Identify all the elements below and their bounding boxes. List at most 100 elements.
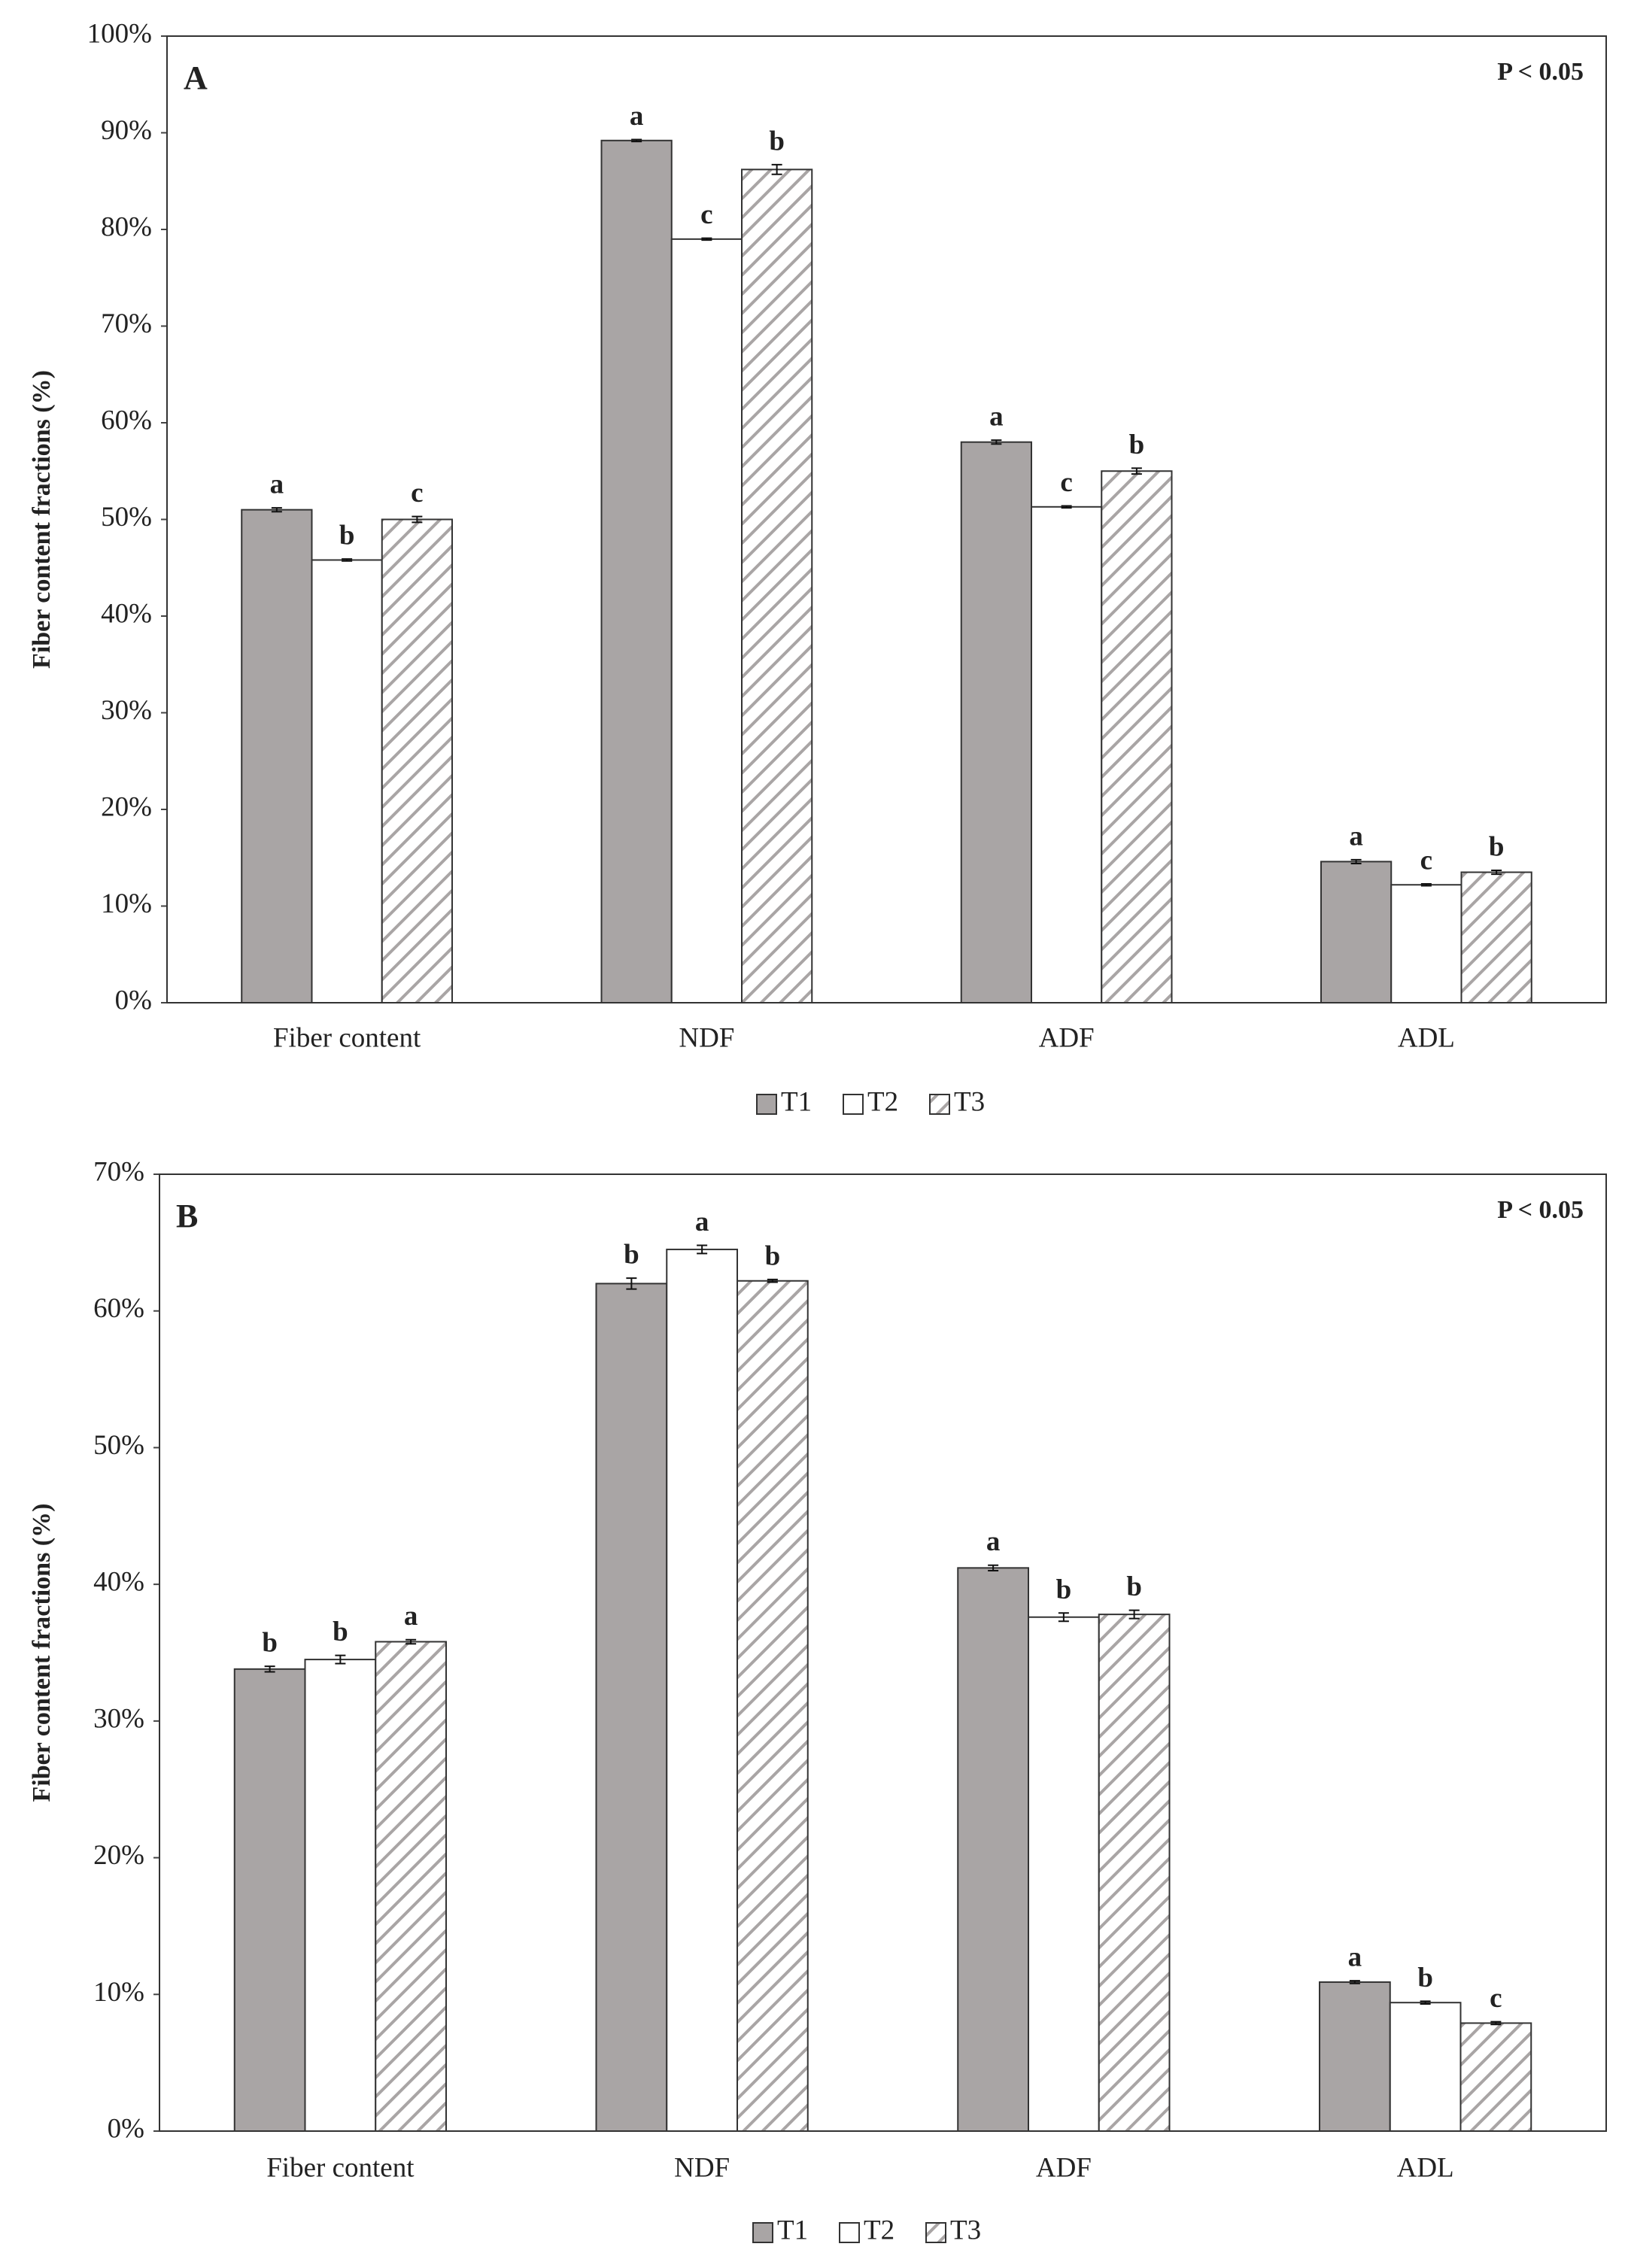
bar: [375, 1641, 447, 2133]
error-bar: [1420, 2000, 1431, 2005]
significance-letter: a: [1349, 821, 1363, 852]
y-tick-label: 100%: [87, 18, 152, 49]
legend-label: T3: [950, 2215, 981, 2245]
legend-label: T1: [781, 1086, 812, 1117]
significance-letter: a: [695, 1207, 709, 1237]
bar: [1389, 2002, 1462, 2132]
bar: [957, 1567, 1030, 2132]
significance-letter: c: [700, 199, 712, 230]
significance-letter: a: [989, 402, 1004, 433]
legend-swatch: [756, 1094, 777, 1115]
error-bar: [405, 1638, 417, 1645]
annotation: P < 0.05: [1497, 58, 1584, 86]
error-bar: [271, 507, 282, 513]
y-tick-label: 10%: [101, 888, 152, 919]
y-tick-label: 70%: [93, 1156, 144, 1187]
error-bar: [1061, 505, 1072, 509]
error-bar: [767, 1278, 778, 1283]
bar: [960, 441, 1032, 1003]
legend-swatch: [929, 1094, 950, 1115]
bar: [1098, 1614, 1171, 2133]
bar: [241, 509, 313, 1003]
error-bar: [264, 1665, 275, 1673]
error-bar: [697, 1244, 708, 1255]
x-tick-label: ADL: [1398, 1022, 1455, 1053]
error-bar: [771, 163, 782, 175]
significance-letter: a: [270, 469, 284, 500]
legend-swatch: [843, 1094, 864, 1115]
bar: [1459, 2022, 1532, 2133]
bar: [600, 139, 673, 1003]
y-tick-label: 50%: [93, 1430, 144, 1461]
legend-label: T3: [954, 1086, 985, 1117]
error-bar: [412, 515, 423, 524]
error-bar: [1058, 1612, 1069, 1623]
significance-letter: b: [1056, 1574, 1072, 1605]
error-bar: [991, 439, 1002, 445]
plot-frame: [159, 1173, 1607, 2132]
annotation: P < 0.05: [1497, 1196, 1584, 1224]
bar: [1320, 861, 1393, 1004]
bar: [1390, 884, 1462, 1003]
legend-label: T2: [867, 1086, 898, 1117]
y-tick-label: 70%: [101, 308, 152, 339]
error-bar: [1131, 467, 1142, 475]
y-tick-label: 80%: [101, 211, 152, 242]
significance-letter: c: [1420, 845, 1432, 876]
y-tick-label: 90%: [101, 115, 152, 146]
significance-letter: b: [333, 1617, 348, 1647]
x-tick-label: NDF: [679, 1022, 734, 1053]
significance-letter: b: [1126, 1571, 1142, 1602]
panel-label: A: [184, 59, 208, 96]
y-tick-label: 30%: [101, 695, 152, 726]
y-tick-label: 40%: [101, 598, 152, 629]
x-tick-label: NDF: [674, 2152, 730, 2183]
bar: [1101, 470, 1173, 1003]
bar: [1319, 1981, 1391, 2132]
y-tick-label: 50%: [101, 502, 152, 533]
significance-letter: b: [624, 1240, 639, 1271]
error-bar: [1128, 1609, 1140, 1620]
x-tick-label: Fiber content: [266, 2152, 415, 2183]
bar: [666, 1248, 738, 2132]
error-bar: [988, 1564, 999, 1571]
y-tick-label: 0%: [115, 985, 152, 1016]
x-tick-label: Fiber content: [273, 1022, 421, 1053]
significance-letter: a: [404, 1601, 418, 1632]
legend-swatch: [752, 2222, 773, 2243]
significance-letter: b: [1129, 430, 1145, 460]
bar: [304, 1659, 377, 2132]
significance-letter: b: [769, 126, 785, 156]
significance-letter: a: [986, 1526, 1001, 1557]
chart-panel: 0% 10% 20% 30% 40% 50% 60% 70% Fiber content b b a N…: [28, 1156, 1607, 2245]
legend-swatch: [839, 2222, 860, 2243]
error-bar: [701, 237, 712, 241]
error-bar: [342, 558, 353, 562]
significance-letter: b: [1417, 1963, 1433, 1993]
legend-label: T2: [864, 2215, 894, 2245]
x-tick-label: ADF: [1039, 1022, 1095, 1053]
significance-letter: b: [1489, 831, 1505, 862]
bar: [1030, 506, 1103, 1003]
panel-label: B: [176, 1198, 198, 1234]
error-bar: [1350, 858, 1362, 864]
error-bar: [1349, 1980, 1360, 1984]
chart-panel: 0% 10% 20% 30% 40% 50% 60% 70% 80% 90% 100% Fiber c…: [28, 18, 1607, 1117]
significance-letter: b: [262, 1628, 278, 1659]
y-tick-label: 10%: [93, 1977, 144, 2008]
y-axis-label: Fiber content fractions (%): [28, 370, 56, 669]
bar: [736, 1280, 809, 2132]
significance-letter: a: [630, 101, 644, 132]
y-tick-label: 40%: [93, 1567, 144, 1598]
significance-letter: b: [765, 1240, 781, 1271]
error-bar: [631, 138, 642, 143]
bar: [1028, 1616, 1100, 2133]
bar: [311, 559, 383, 1003]
plot-frame: [166, 35, 1607, 1003]
significance-letter: c: [1490, 1983, 1502, 2014]
x-tick-label: ADL: [1397, 2152, 1454, 2183]
legend-label: T1: [777, 2215, 808, 2245]
y-tick-label: 20%: [93, 1840, 144, 1871]
